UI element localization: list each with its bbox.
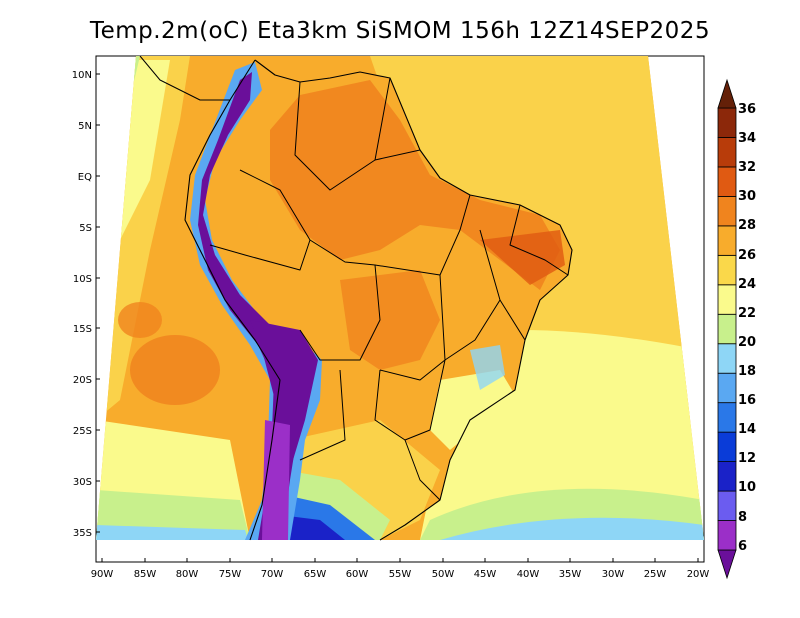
lon-label: 70W xyxy=(261,569,284,580)
colorbar-label: 18 xyxy=(738,364,756,379)
lat-label: 30S xyxy=(73,477,92,488)
lat-label: 5N xyxy=(78,121,92,132)
border-northeast xyxy=(509,204,569,276)
colorbar-box xyxy=(717,343,737,374)
lon-label: 45W xyxy=(474,569,497,580)
land-hot-central xyxy=(340,270,440,370)
land-se-mild xyxy=(430,370,515,450)
atlantic-coastline xyxy=(254,59,573,541)
altiplano-cold xyxy=(250,320,318,470)
pacific-warm-patch xyxy=(130,335,220,405)
border-argentina xyxy=(299,369,346,461)
colorbar-labels: 36 34 32 30 28 26 24 22 20 18 16 14 12 1… xyxy=(738,102,756,554)
colorbar-min-triangle xyxy=(717,549,737,580)
colorbar-label: 28 xyxy=(738,218,756,233)
colorbar-label: 10 xyxy=(738,480,756,495)
lon-label: 75W xyxy=(219,569,242,580)
colorbar-box xyxy=(717,284,737,315)
colorbar-label: 34 xyxy=(738,131,756,146)
map-title: Temp.2m(oC) Eta3km SiSMOM 156h 12Z14SEP2… xyxy=(89,18,711,44)
lon-label: 50W xyxy=(432,569,455,580)
colorbar-label: 20 xyxy=(738,335,756,350)
south-atlantic-cold xyxy=(440,517,704,540)
border-uruguay xyxy=(404,439,441,501)
lat-label: 25S xyxy=(73,426,92,437)
colorbar-box xyxy=(717,461,737,492)
southern-andes-cold xyxy=(262,420,290,540)
political-borders xyxy=(139,55,573,541)
colorbar-label: 14 xyxy=(738,422,756,437)
colorbar-box xyxy=(717,520,737,551)
colorbar-box xyxy=(717,225,737,256)
border-brazil-interior xyxy=(374,194,471,276)
lon-label: 55W xyxy=(389,569,412,580)
colorbar-label: 36 xyxy=(738,102,756,117)
colorbar-box xyxy=(717,431,737,462)
colorbar-box xyxy=(717,313,737,345)
lat-label: 10S xyxy=(73,274,92,285)
colorbar-label: 8 xyxy=(738,510,747,525)
lon-label: 60W xyxy=(346,569,369,580)
lat-label: 20S xyxy=(73,375,92,386)
colorbar-label: 26 xyxy=(738,248,756,263)
lat-label: EQ xyxy=(78,172,92,183)
latitude-axis: 10N 5N EQ 5S 10S 15S 20S 25S 30S 35S xyxy=(72,70,100,539)
colorbar: 36 34 32 30 28 26 24 22 20 18 16 14 12 1… xyxy=(717,78,756,580)
land-hot-north xyxy=(270,80,560,290)
central-america-coast xyxy=(139,55,230,101)
colorbar-label: 32 xyxy=(738,160,756,175)
border-bolivia xyxy=(299,239,381,361)
border-colombia-peru xyxy=(209,169,311,271)
lon-label: 30W xyxy=(602,569,625,580)
lat-label: 35S xyxy=(73,528,92,539)
colorbar-box xyxy=(717,402,737,433)
land-hottest-ne xyxy=(480,230,565,285)
colorbar-box xyxy=(717,166,737,197)
colorbar-box xyxy=(717,195,737,227)
border-central-west xyxy=(379,274,446,381)
colorbar-max-triangle xyxy=(717,78,737,109)
colorbar-label: 30 xyxy=(738,189,756,204)
lon-label: 35W xyxy=(559,569,582,580)
land-se-cool xyxy=(470,345,505,390)
border-bahia xyxy=(444,229,501,361)
shaded-field xyxy=(96,56,704,540)
colorbar-box xyxy=(717,490,737,521)
lon-label: 20W xyxy=(687,569,710,580)
colorbar-box xyxy=(717,372,737,404)
colorbar-label: 22 xyxy=(738,306,756,321)
longitude-axis: 90W 85W 80W 75W 70W 65W 60W 55W 50W 45W … xyxy=(91,558,710,580)
lon-label: 40W xyxy=(517,569,540,580)
lon-label: 80W xyxy=(176,569,199,580)
lat-label: 5S xyxy=(79,223,92,234)
lat-label: 15S xyxy=(73,324,92,335)
pacific-coastline xyxy=(184,59,281,541)
border-venezuela-guianas xyxy=(294,77,391,191)
lat-label: 10N xyxy=(72,70,92,81)
border-guianas xyxy=(374,149,421,161)
lon-label: 85W xyxy=(134,569,157,580)
colorbar-label: 12 xyxy=(738,451,756,466)
colorbar-label: 16 xyxy=(738,393,756,408)
colorbar-label: 24 xyxy=(738,277,756,292)
lon-label: 65W xyxy=(304,569,327,580)
lon-label: 25W xyxy=(644,569,667,580)
lon-label: 90W xyxy=(91,569,114,580)
colorbar-label: 6 xyxy=(738,539,747,554)
colorbar-box xyxy=(717,254,737,286)
border-minas xyxy=(499,299,526,341)
pacific-warm-patch-2 xyxy=(118,302,162,338)
colorbar-box xyxy=(717,107,737,138)
south-pacific-cold xyxy=(96,525,248,540)
colorbar-segments xyxy=(717,78,737,580)
colorbar-box xyxy=(717,137,737,168)
